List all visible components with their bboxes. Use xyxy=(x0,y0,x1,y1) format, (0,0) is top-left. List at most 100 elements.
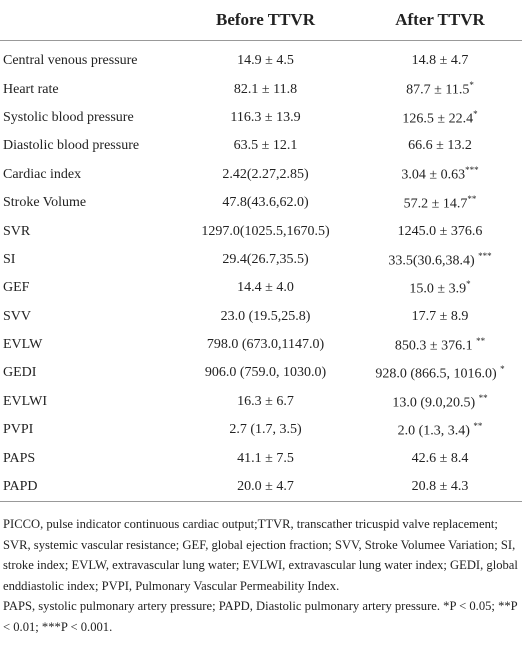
cell-before: 1297.0(1025.5,1670.5) xyxy=(173,217,358,245)
table-row: PVPI 2.7 (1.7, 3.5) 2.0 (1.3, 3.4) ** xyxy=(0,416,522,444)
cell-value: 2.42(2.27,2.85) xyxy=(222,166,309,182)
cell-value: 41.1 ± 7.5 xyxy=(237,450,294,466)
row-label: EVLW xyxy=(3,337,43,353)
cell-value: 87.7 ± 11.5 xyxy=(406,82,470,98)
row-label: Stroke Volume xyxy=(3,195,87,211)
cell-before: 14.4 ± 4.0 xyxy=(173,274,358,302)
cell-after: 14.8 ± 4.7 xyxy=(358,41,522,76)
cell-before: 2.7 (1.7, 3.5) xyxy=(173,416,358,444)
cell-value: 17.7 ± 8.9 xyxy=(411,308,469,324)
cell-after: 850.3 ± 376.1 ** xyxy=(358,331,522,359)
row-label: SI xyxy=(3,251,16,267)
table-row: Diastolic blood pressure 63.5 ± 12.1 66.6 … xyxy=(0,132,522,160)
column-header: Before TTVR xyxy=(173,0,358,41)
row-label: EVLWI xyxy=(3,393,48,409)
cell-after: 87.7 ± 11.5* xyxy=(358,75,522,103)
cell-value: 47.8(43.6,62.0) xyxy=(222,195,309,211)
table-row: Central venous pressure 14.9 ± 4.5 14.8 ± … xyxy=(0,41,522,76)
row-label: Systolic blood pressure xyxy=(3,109,134,125)
row-label: Heart rate xyxy=(3,81,59,97)
cell-value: 2.7 (1.7, 3.5) xyxy=(229,422,302,438)
row-label: Cardiac index xyxy=(3,166,82,182)
cell-value: 63.5 ± 12.1 xyxy=(233,138,298,154)
table-row: SVV 23.0 (19.5,25.8) 17.7 ± 8.9 xyxy=(0,303,522,331)
significance-mark: *** xyxy=(465,165,479,176)
cell-value: 42.6 ± 8.4 xyxy=(411,450,469,466)
cell-before: 116.3 ± 13.9 xyxy=(173,104,358,132)
cell-value: 14.4 ± 4.0 xyxy=(237,280,294,296)
cell-after: 57.2 ± 14.7** xyxy=(358,189,522,217)
significance-mark: * xyxy=(500,364,505,375)
cell-value: 116.3 ± 13.9 xyxy=(230,109,301,125)
cell-value: 850.3 ± 376.1 xyxy=(394,338,477,354)
cell-value: 33.5(30.6,38.4) xyxy=(388,253,479,269)
cell-after: 1245.0 ± 376.6 xyxy=(358,217,522,245)
table-row: SI 29.4(26.7,35.5) 33.5(30.6,38.4) *** xyxy=(0,246,522,274)
cell-value: 23.0 (19.5,25.8) xyxy=(220,308,311,324)
significance-mark: * xyxy=(466,278,471,289)
row-label: SVR xyxy=(3,223,31,239)
cell-value: 66.6 ± 13.2 xyxy=(408,138,472,154)
cell-value: 1245.0 ± 376.6 xyxy=(397,223,483,239)
cell-value: 20.8 ± 4.3 xyxy=(411,479,469,495)
footnote: PAPS, systolic pulmonary artery pressure… xyxy=(3,599,518,634)
table-row: SVR 1297.0(1025.5,1670.5) 1245.0 ± 376.6 xyxy=(0,217,522,245)
cell-value: 906.0 (759.0, 1030.0) xyxy=(204,365,327,381)
cell-value: 82.1 ± 11.8 xyxy=(233,81,298,97)
row-label: SVV xyxy=(3,308,32,324)
row-label: GEDI xyxy=(3,365,37,381)
table-row: EVLW 798.0 (673.0,1147.0) 850.3 ± 376.1 ** xyxy=(0,331,522,359)
cell-value: 14.8 ± 4.7 xyxy=(411,53,469,69)
cell-value: 14.9 ± 4.5 xyxy=(237,53,294,69)
cell-before: 798.0 (673.0,1147.0) xyxy=(173,331,358,359)
cell-before: 29.4(26.7,35.5) xyxy=(173,246,358,274)
table-row: Stroke Volume 47.8(43.6,62.0) 57.2 ± 14.7*… xyxy=(0,189,522,217)
cell-value: 13.0 (9.0,20.5) xyxy=(392,395,479,411)
cell-before: 23.0 (19.5,25.8) xyxy=(173,303,358,331)
cell-after: 928.0 (866.5, 1016.0) * xyxy=(358,359,522,387)
cell-before: 41.1 ± 7.5 xyxy=(173,444,358,472)
significance-mark: ** xyxy=(476,335,486,346)
table-row: PAPD 20.0 ± 4.7 20.8 ± 4.3 xyxy=(0,472,522,503)
cell-after: 13.0 (9.0,20.5) ** xyxy=(358,388,522,416)
cell-after: 42.6 ± 8.4 xyxy=(358,444,522,472)
cell-after: 126.5 ± 22.4* xyxy=(358,104,522,132)
significance-mark: * xyxy=(469,80,474,91)
cell-value: 57.2 ± 14.7 xyxy=(403,196,468,212)
table-row: Cardiac index 2.42(2.27,2.85) 3.04 ± 0.63*… xyxy=(0,161,522,189)
significance-mark: * xyxy=(473,108,478,119)
cell-before: 63.5 ± 12.1 xyxy=(173,132,358,160)
cell-after: 33.5(30.6,38.4) *** xyxy=(358,246,522,274)
header-row: Before TTVR After TTVR xyxy=(0,0,522,41)
cell-after: 20.8 ± 4.3 xyxy=(358,472,522,503)
cell-value: 126.5 ± 22.4 xyxy=(402,111,474,127)
table-row: PAPS 41.1 ± 7.5 42.6 ± 8.4 xyxy=(0,444,522,472)
row-label: PAPS xyxy=(3,450,36,466)
cell-value: 15.0 ± 3.9 xyxy=(409,281,467,297)
header-blank xyxy=(0,0,173,41)
cell-after: 3.04 ± 0.63*** xyxy=(358,161,522,189)
significance-mark: *** xyxy=(478,250,492,261)
table-row: Systolic blood pressure 116.3 ± 13.9 126.5… xyxy=(0,104,522,132)
row-label: Central venous pressure xyxy=(3,53,138,69)
significance-mark: ** xyxy=(467,193,477,204)
table-row: GEDI 906.0 (759.0, 1030.0) 928.0 (866.5, 1… xyxy=(0,359,522,387)
cell-before: 82.1 ± 11.8 xyxy=(173,75,358,103)
cell-value: 1297.0(1025.5,1670.5) xyxy=(201,223,330,239)
cell-value: 798.0 (673.0,1147.0) xyxy=(206,337,325,353)
footnotes: PICCO, pulse indicator continuous cardia… xyxy=(3,514,519,637)
row-label: Diastolic blood pressure xyxy=(3,138,140,154)
cell-before: 20.0 ± 4.7 xyxy=(173,472,358,503)
table-row: Heart rate 82.1 ± 11.8 87.7 ± 11.5* xyxy=(0,75,522,103)
cell-value: 2.0 (1.3, 3.4) xyxy=(397,423,474,439)
row-label: PAPD xyxy=(0,472,173,503)
cell-before: 47.8(43.6,62.0) xyxy=(173,189,358,217)
column-header: After TTVR xyxy=(358,0,522,41)
significance-mark: ** xyxy=(478,392,488,403)
cell-value: 3.04 ± 0.63 xyxy=(401,168,466,184)
cell-before: 14.9 ± 4.5 xyxy=(173,41,358,76)
data-table: Before TTVR After TTVR Central venous pr… xyxy=(0,0,522,503)
table-row: GEF 14.4 ± 4.0 15.0 ± 3.9* xyxy=(0,274,522,302)
cell-after: 2.0 (1.3, 3.4) ** xyxy=(358,416,522,444)
